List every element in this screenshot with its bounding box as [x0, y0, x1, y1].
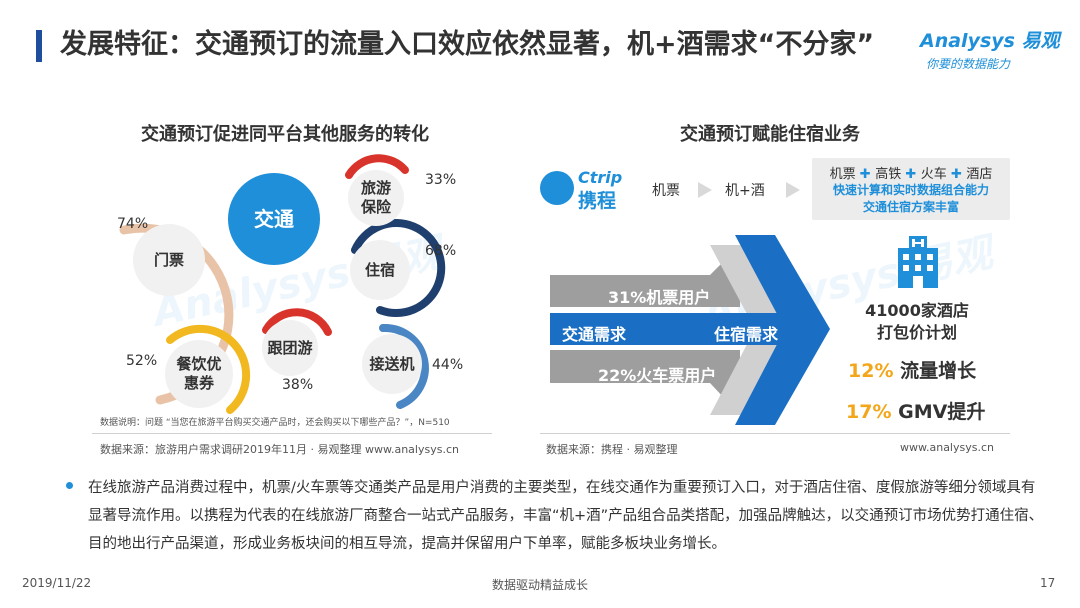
dolphin-icon — [540, 171, 574, 205]
page-number: 17 — [1040, 576, 1056, 590]
flow-arrow-diagram — [550, 235, 830, 425]
box-item-jiudian: 酒店 — [966, 167, 993, 182]
plus-icon: ✚ — [859, 167, 876, 182]
stat-traffic-num: 12% — [848, 360, 894, 382]
arrow-band-bottom — [550, 350, 770, 415]
arc-zhusu — [351, 219, 446, 318]
left-source: 数据来源：旅游用户需求调研2019年11月 · 易观整理 www.analysy… — [100, 443, 459, 456]
bubble-menpiao: 门票 — [133, 224, 205, 296]
flow-jijiu: 机+酒 — [725, 183, 765, 199]
arrow-band-top — [550, 245, 770, 307]
page-title: 发展特征：交通预订的流量入口效应依然显著，机+酒需求“不分家” — [60, 29, 875, 60]
stat-gmv: 17% GMV提升 — [846, 397, 985, 424]
ctrip-logo: Ctrip 携程 — [540, 168, 640, 212]
arrow-chevron-front — [735, 235, 830, 425]
logo-brand: Analysys 易观 — [920, 30, 1060, 52]
arrow-left-text: 交通需求 — [562, 325, 627, 344]
hotel-icon — [898, 236, 938, 288]
pct-zhusu: 68% — [425, 243, 457, 259]
summary-paragraph: 在线旅游产品消费过程中，机票/火车票等交通类产品是用户消费的主要类型，在线交通作… — [88, 480, 1044, 552]
arrow-top-text: 31%机票用户 — [608, 288, 711, 307]
right-panel-title: 交通预订赋能住宿业务 — [680, 124, 860, 145]
right-site: www.analysys.cn — [900, 441, 994, 454]
ctrip-cn: 携程 — [578, 190, 617, 212]
title-accent-bar — [36, 30, 42, 62]
capability-line2: 快速计算和实时数据组合能力 — [832, 183, 989, 197]
left-panel-title: 交通预订促进同平台其他服务的转化 — [141, 124, 429, 145]
bubble-zhusu: 住宿 — [350, 240, 410, 300]
pct-canyin: 52% — [126, 353, 158, 369]
analysys-logo: Analysys 易观 你要的数据能力 — [920, 26, 1060, 72]
bullet-icon — [66, 482, 73, 489]
footer-date: 2019/11/22 — [22, 576, 92, 590]
hotel-line1: 41000家酒店 — [865, 301, 969, 320]
right-source: 数据来源：携程 · 易观整理 — [546, 443, 678, 456]
pct-menpiao: 74% — [117, 216, 149, 232]
plus-icon: ✚ — [950, 167, 967, 182]
bubble-jiesong: 接送机 — [362, 334, 422, 394]
right-divider — [540, 433, 1010, 434]
arrow-right-text: 住宿需求 — [714, 325, 779, 344]
capability-box: 机票 ✚ 高铁 ✚ 火车 ✚ 酒店 快速计算和实时数据组合能力 交通住宿方案丰富 — [812, 158, 1010, 220]
bubble-canyin: 餐饮优惠券 — [165, 340, 233, 408]
capability-items: 机票 ✚ 高铁 ✚ 火车 ✚ 酒店 — [812, 163, 1010, 182]
hotel-line2: 打包价计划 — [876, 323, 957, 342]
flow-jipiao: 机票 — [652, 183, 680, 199]
bubble-baoxian: 旅游保险 — [348, 170, 404, 226]
capability-line3: 交通住宿方案丰富 — [862, 200, 959, 214]
box-item-jipiao: 机票 — [829, 167, 856, 182]
logo-slogan: 你要的数据能力 — [926, 57, 1011, 71]
arc-gentuan — [262, 308, 332, 336]
stat-traffic: 12% 流量增长 — [848, 356, 976, 383]
bubble-center: 交通 — [228, 173, 320, 265]
flow-arrow-2 — [786, 182, 800, 198]
pct-jiesong: 44% — [432, 357, 464, 373]
arc-canyin — [166, 324, 251, 414]
arc-baoxian — [345, 154, 409, 179]
plus-icon: ✚ — [905, 167, 921, 182]
stat-traffic-text: 流量增长 — [900, 360, 977, 382]
footer-slogan: 数据驱动精益成长 — [491, 578, 588, 592]
stat-gmv-text: GMV提升 — [898, 401, 986, 423]
box-item-huoche: 火车 — [920, 167, 947, 182]
pct-gentuan: 38% — [282, 377, 314, 393]
left-divider — [92, 433, 492, 434]
left-data-note: 数据说明：问题 “当您在旅游平台购买交通产品时，还会购买以下哪些产品？”，N=5… — [100, 418, 450, 428]
bubble-baoxian-label: 旅游保险 — [360, 179, 391, 216]
arc-jiesong — [379, 323, 429, 409]
bubble-gentuan: 跟团游 — [262, 320, 318, 376]
bubble-canyin-label: 餐饮优惠券 — [176, 355, 222, 392]
pct-baoxian: 33% — [425, 172, 457, 188]
box-item-gaotie: 高铁 — [875, 167, 902, 182]
ctrip-en: Ctrip — [578, 168, 623, 187]
hotel-info: 41000家酒店 打包价计划 — [842, 300, 992, 344]
stat-gmv-num: 17% — [846, 401, 892, 423]
flow-arrow-1 — [698, 182, 712, 198]
arrow-band-middle — [550, 313, 798, 345]
arrow-bottom-text: 22%火车票用户 — [598, 366, 717, 385]
